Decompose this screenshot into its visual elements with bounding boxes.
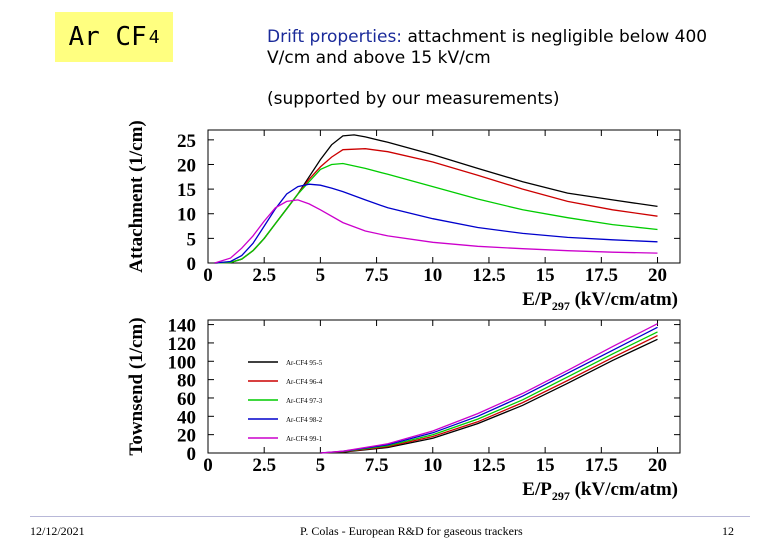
attachment-xtick-label: 7.5 [365, 265, 389, 286]
attachment-xtick-label: 0 [203, 265, 213, 286]
townsend-ytick-label: 100 [168, 352, 197, 373]
attachment-xtick-label: 2.5 [252, 265, 276, 286]
page-number: 12 [722, 524, 734, 538]
townsend-ytick-label: 0 [187, 444, 197, 465]
footer-date: 12/12/2021 [30, 524, 85, 538]
townsend-xtick-label: 20 [648, 455, 667, 476]
townsend-xtick-label: 10 [423, 455, 442, 476]
drift-label: Drift properties: [267, 27, 403, 47]
attachment-ytick-label: 0 [187, 254, 197, 275]
attachment-series-line [214, 134, 658, 264]
townsend-series-line [320, 323, 658, 454]
townsend-xtick-label: 17.5 [585, 455, 618, 476]
townsend-plot-frame [207, 319, 681, 454]
drift-text: attachment is negligible below 400 V/cm … [267, 27, 708, 68]
townsend-ytick-label: 120 [168, 334, 197, 355]
townsend-xtick-label: 12.5 [472, 455, 505, 476]
townsend-xtick-label: 0 [203, 455, 213, 476]
attachment-xtick-label: 17.5 [585, 265, 618, 286]
attachment-xtick-label: 5 [316, 265, 326, 286]
support-note: (supported by our measurements) [267, 89, 560, 109]
drift-description: Drift properties: attachment is negligib… [267, 27, 737, 69]
legend-entry: Ar-CF4 96-4 [286, 378, 323, 386]
townsend-y-axis-label: Townsend (1/cm) [126, 317, 147, 455]
townsend-ytick-label: 80 [177, 371, 196, 392]
townsend-ytick-label: 20 [177, 426, 196, 447]
attachment-ytick-label: 15 [177, 180, 196, 201]
townsend-xtick-label: 5 [316, 455, 326, 476]
figure-charts: 0 2.5 5 7.5 10 12.5 15 17.5 200510152025Attachme… [126, 120, 681, 503]
townsend-ytick-label: 40 [177, 407, 196, 428]
footer-divider [30, 516, 750, 517]
attachment-series-line [214, 183, 658, 264]
attachment-xtick-label: 10 [423, 265, 442, 286]
townsend-xtick-label: 15 [536, 455, 555, 476]
townsend-ytick-label: 60 [177, 389, 196, 410]
townsend-xtick-label: 7.5 [365, 455, 389, 476]
attachment-xtick-label: 20 [648, 265, 667, 286]
attachment-series-line [214, 148, 658, 264]
townsend-xtick-label: 2.5 [252, 455, 276, 476]
title-subscript: 4 [148, 26, 160, 48]
attachment-y-axis-label: Attachment (1/cm) [126, 120, 147, 272]
slide-title: Ar CF 4 [55, 12, 173, 62]
townsend-ytick-label: 140 [168, 316, 197, 337]
attachment-ytick-label: 10 [177, 205, 196, 226]
attachment-ytick-label: 20 [177, 155, 196, 176]
attachment-ytick-label: 25 [177, 131, 196, 152]
attachment-xtick-label: 12.5 [472, 265, 505, 286]
legend-entry: Ar-CF4 98-2 [286, 416, 323, 424]
attachment-plot-frame [207, 129, 681, 264]
attachment-series-line [214, 162, 658, 264]
attachment-series-line [214, 199, 658, 264]
attachment-xtick-label: 15 [536, 265, 555, 286]
legend-entry: Ar-CF4 95-5 [286, 359, 323, 367]
legend-entry: Ar-CF4 97-3 [286, 397, 323, 405]
title-main: Ar CF [68, 22, 147, 52]
footer-caption: P. Colas - European R&D for gaseous trac… [300, 524, 523, 538]
attachment-x-axis-label: E/P297 (kV/cm/atm) [522, 289, 678, 313]
attachment-ytick-label: 5 [187, 229, 197, 250]
townsend-x-axis-label: E/P297 (kV/cm/atm) [522, 479, 678, 503]
townsend-series-line [320, 326, 658, 454]
legend-entry: Ar-CF4 99-1 [286, 435, 323, 443]
